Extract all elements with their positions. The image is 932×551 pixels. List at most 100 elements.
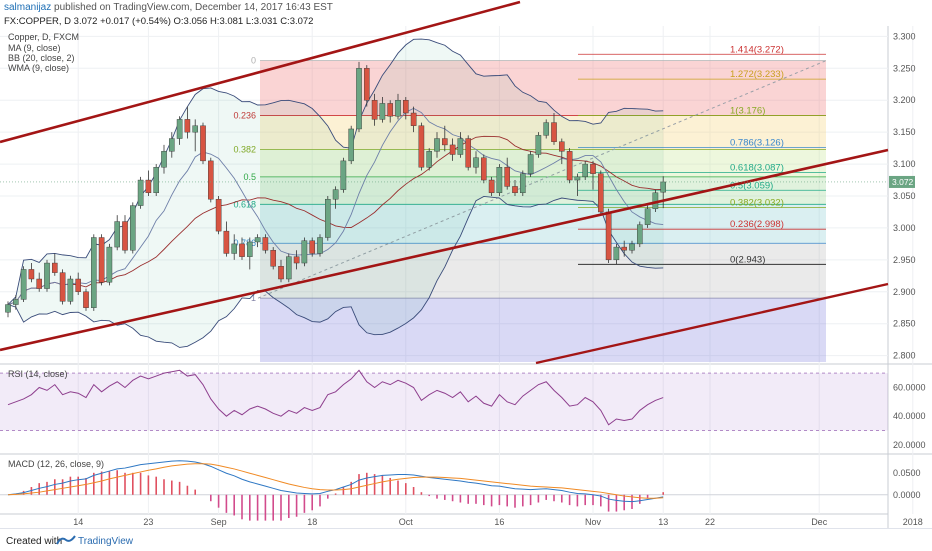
last-price-badge xyxy=(889,175,915,188)
candle[interactable] xyxy=(192,125,199,133)
candle[interactable] xyxy=(473,157,479,168)
candle[interactable] xyxy=(582,163,588,178)
candle[interactable] xyxy=(207,160,214,200)
candle[interactable] xyxy=(551,122,557,142)
candle[interactable] xyxy=(200,125,206,162)
candle[interactable] xyxy=(98,237,105,283)
candle[interactable] xyxy=(621,246,627,251)
candle[interactable] xyxy=(426,151,433,168)
candle[interactable] xyxy=(348,128,355,162)
candle[interactable] xyxy=(12,299,19,305)
candle[interactable] xyxy=(574,176,581,181)
candle[interactable] xyxy=(637,224,643,245)
channel-middle-line xyxy=(0,148,889,352)
candle[interactable] xyxy=(364,68,370,101)
candle[interactable] xyxy=(317,237,323,254)
candle[interactable] xyxy=(28,269,35,280)
candle[interactable] xyxy=(605,211,612,261)
legend-wma[interactable]: WMA (9, close) xyxy=(8,63,70,73)
fib-extension-label: 0.618(3.087) xyxy=(730,162,784,173)
candle[interactable] xyxy=(262,237,269,251)
candle[interactable] xyxy=(145,179,152,194)
candle[interactable] xyxy=(457,138,464,155)
candle[interactable] xyxy=(52,262,58,273)
candle[interactable] xyxy=(527,154,534,174)
candle[interactable] xyxy=(231,243,238,254)
candle[interactable] xyxy=(512,186,518,194)
candle[interactable] xyxy=(403,100,409,114)
candle[interactable] xyxy=(379,103,386,120)
candle[interactable] xyxy=(270,250,277,267)
fib-level-label: 0.5 xyxy=(243,172,256,182)
candle[interactable] xyxy=(387,103,394,117)
candle[interactable] xyxy=(223,230,230,254)
price-chart[interactable]: 0 0.236 0.382 0.5 0.618 0.786 1 1.414(3.272) 1.2… xyxy=(0,0,932,528)
candle[interactable] xyxy=(340,160,347,190)
candle[interactable] xyxy=(465,138,472,168)
candle[interactable] xyxy=(59,272,66,302)
candle[interactable] xyxy=(496,167,503,194)
candle[interactable] xyxy=(153,167,160,194)
candle[interactable] xyxy=(598,173,604,213)
candle[interactable] xyxy=(286,256,292,280)
candle[interactable] xyxy=(83,291,89,308)
candle[interactable] xyxy=(215,198,222,232)
candle[interactable] xyxy=(114,221,120,248)
ma-line xyxy=(7,107,664,305)
candle[interactable] xyxy=(254,237,261,243)
candle[interactable] xyxy=(410,112,417,126)
fib-extension-label: 0.5(3.059) xyxy=(730,180,773,191)
candle[interactable] xyxy=(122,221,128,251)
legend-bb[interactable]: BB (20, close, 2) xyxy=(8,53,75,63)
candle[interactable] xyxy=(293,256,300,264)
candle[interactable] xyxy=(184,119,191,133)
candle[interactable] xyxy=(488,179,495,194)
candle[interactable] xyxy=(449,144,456,155)
candle[interactable] xyxy=(67,278,74,302)
footer-brand[interactable]: TradingView xyxy=(78,536,134,547)
candle[interactable] xyxy=(590,163,596,174)
candle[interactable] xyxy=(325,198,331,238)
candle[interactable] xyxy=(434,138,440,152)
rsi-title: RSI (14, close) xyxy=(8,369,68,379)
candle[interactable] xyxy=(106,246,113,283)
candle[interactable] xyxy=(176,119,183,139)
candle[interactable] xyxy=(44,262,50,289)
candle[interactable] xyxy=(613,246,620,261)
candle[interactable] xyxy=(371,100,378,120)
author-name[interactable]: salmanijaz xyxy=(4,2,52,13)
candle[interactable] xyxy=(520,173,526,194)
candle[interactable] xyxy=(246,241,253,257)
candle[interactable] xyxy=(535,135,542,155)
legend-ma[interactable]: MA (9, close) xyxy=(8,43,61,53)
candle[interactable] xyxy=(161,151,167,168)
candle[interactable] xyxy=(20,269,27,300)
bollinger-lower-line xyxy=(7,195,664,348)
candle[interactable] xyxy=(36,278,42,289)
candle[interactable] xyxy=(418,125,425,168)
candle[interactable] xyxy=(442,138,448,146)
candle[interactable] xyxy=(644,208,651,225)
candle[interactable] xyxy=(75,278,81,292)
candle[interactable] xyxy=(129,205,136,251)
candle[interactable] xyxy=(90,237,97,308)
candle[interactable] xyxy=(543,122,549,136)
candle[interactable] xyxy=(301,240,308,264)
candle[interactable] xyxy=(356,68,362,130)
candle[interactable] xyxy=(629,243,635,251)
time-tick-label: Nov xyxy=(585,517,602,527)
candle[interactable] xyxy=(566,151,573,181)
candle[interactable] xyxy=(5,304,11,313)
candle[interactable] xyxy=(395,100,401,117)
fib-level-label: 0.236 xyxy=(233,111,256,121)
candle[interactable] xyxy=(504,167,511,187)
candle[interactable] xyxy=(137,179,144,206)
candle[interactable] xyxy=(278,266,284,280)
candle[interactable] xyxy=(239,243,245,257)
candle[interactable] xyxy=(481,157,487,181)
candle[interactable] xyxy=(559,141,565,152)
candle[interactable] xyxy=(332,189,339,200)
candle[interactable] xyxy=(168,138,175,152)
candle[interactable] xyxy=(660,181,666,193)
candle[interactable] xyxy=(309,240,316,254)
